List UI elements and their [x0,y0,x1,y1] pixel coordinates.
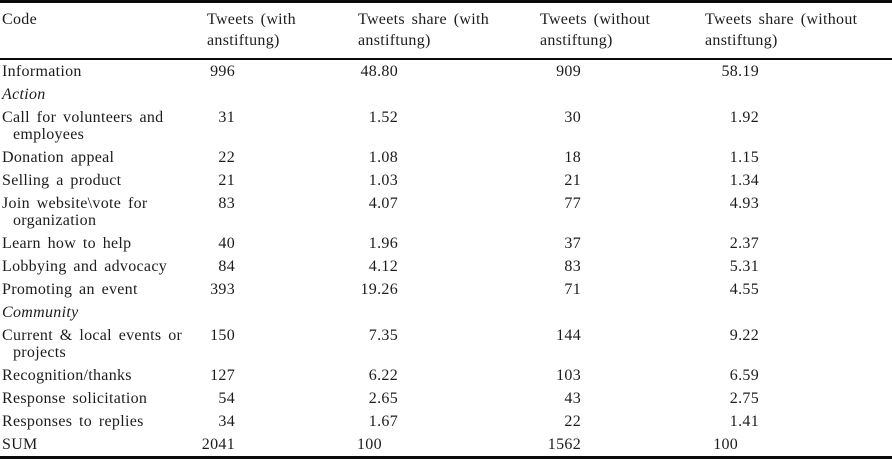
code-cell: Donation appeal [2,149,115,166]
table-row-lobbying: Lobbying and advocacy 84 4.12 83 5.31 [0,255,892,278]
tweets-without-cell: 144 [556,327,581,344]
tweets-without-cell: 22 [564,413,581,430]
code-cell: Promoting an event [2,281,138,298]
table-row-call-for-volunteers: Call for volunteers and employees 31 1.5… [0,106,892,146]
code-cell: Selling a product [2,172,122,189]
share-without-cell: 4.93 [729,195,759,212]
tweets-without-cell: 18 [564,149,581,166]
tweets-with-cell: 2041 [201,436,235,453]
table-row-sum: SUM 2041 100 1562 100 [0,433,892,458]
share-without-cell: 1.15 [729,149,759,166]
tweets-with-cell: 21 [218,172,235,189]
share-with-cell: 1.03 [368,172,398,189]
share-with-cell: 19.26 [360,281,398,298]
share-without-cell: 58.19 [721,63,759,80]
share-without-cell: 6.59 [729,367,759,384]
share-with-cell: 4.12 [368,258,398,275]
table-row-current-local-events: Current & local events or projects 150 7… [0,324,892,364]
tweets-without-cell: 30 [564,109,581,126]
tweets-without-cell: 43 [564,390,581,407]
table-row-information: Information 996 48.80 909 58.19 [0,59,892,83]
col-header-tweets-with: Tweets (with anstiftung) [190,1,357,60]
code-cell: Learn how to help [2,235,132,252]
tweets-without-cell: 71 [564,281,581,298]
tweets-without-cell: 103 [556,367,581,384]
table-row-promoting-event: Promoting an event 393 19.26 71 4.55 [0,278,892,301]
share-without-cell: 5.31 [729,258,759,275]
tweets-with-cell: 393 [210,281,235,298]
section-label: Community [2,304,79,321]
share-with-cell: 7.35 [368,327,398,344]
share-with-cell: 1.67 [368,413,398,430]
tweets-without-cell: 37 [564,235,581,252]
tweets-with-cell: 34 [218,413,235,430]
tweets-with-cell: 996 [210,63,235,80]
tweets-with-cell: 31 [218,109,235,126]
col-header-code: Code [0,1,190,60]
table-row-donation-appeal: Donation appeal 22 1.08 18 1.15 [0,146,892,169]
share-without-cell: 1.34 [729,172,759,189]
code-cell: Current & local events or projects [2,327,183,361]
tweets-without-cell: 21 [564,172,581,189]
table-row-recognition-thanks: Recognition/thanks 127 6.22 103 6.59 [0,364,892,387]
share-without-cell: 2.37 [729,235,759,252]
code-cell: Recognition/thanks [2,367,132,384]
tweets-with-cell: 83 [218,195,235,212]
tweets-without-cell: 909 [556,63,581,80]
share-with-cell: 100 [357,436,382,453]
code-cell: Lobbying and advocacy [2,258,168,275]
tweets-with-cell: 84 [218,258,235,275]
share-without-cell: 100 [713,436,739,453]
code-cell: Information [2,63,82,80]
share-with-cell: 2.65 [368,390,398,407]
section-row-action: Action [0,83,892,106]
tweets-with-cell: 40 [218,235,235,252]
share-without-cell: 4.55 [729,281,759,298]
tweets-with-cell: 22 [218,149,235,166]
share-without-cell: 1.92 [729,109,759,126]
section-label: Action [2,86,46,103]
tweets-with-cell: 54 [218,390,235,407]
share-with-cell: 48.80 [360,63,398,80]
share-with-cell: 1.08 [368,149,398,166]
share-with-cell: 1.96 [368,235,398,252]
code-cell: Call for volunteers and employees [2,109,164,143]
share-with-cell: 1.52 [368,109,398,126]
tweets-without-cell: 83 [564,258,581,275]
code-cell: SUM [2,436,38,453]
col-header-share-without: Tweets share (without anstiftung) [705,1,892,60]
share-with-cell: 4.07 [368,195,398,212]
code-cell: Join website\vote for organization [2,195,148,229]
share-with-cell: 6.22 [368,367,398,384]
table-row-responses-to-replies: Responses to replies 34 1.67 22 1.41 [0,410,892,433]
col-header-tweets-without: Tweets (without anstiftung) [540,1,705,60]
tweets-with-cell: 150 [210,327,235,344]
share-without-cell: 2.75 [729,390,759,407]
tweets-without-cell: 1562 [547,436,581,453]
tweets-without-cell: 77 [564,195,581,212]
code-cell: Response solicitation [2,390,148,407]
code-cell: Responses to replies [2,413,144,430]
table-body: Information 996 48.80 909 58.19 Action C… [0,59,892,458]
table-row-selling-a-product: Selling a product 21 1.03 21 1.34 [0,169,892,192]
table-header: Code Tweets (with anstiftung) Tweets sha… [0,1,892,60]
header-row: Code Tweets (with anstiftung) Tweets sha… [0,1,892,60]
table-row-response-solicitation: Response solicitation 54 2.65 43 2.75 [0,387,892,410]
table-row-join-website: Join website\vote for organization 83 4.… [0,192,892,232]
share-without-cell: 1.41 [729,413,759,430]
col-header-share-with: Tweets share (with anstiftung) [357,1,540,60]
tweets-with-cell: 127 [210,367,235,384]
section-row-community: Community [0,301,892,324]
table-row-learn-how-to-help: Learn how to help 40 1.96 37 2.37 [0,232,892,255]
share-without-cell: 9.22 [729,327,759,344]
